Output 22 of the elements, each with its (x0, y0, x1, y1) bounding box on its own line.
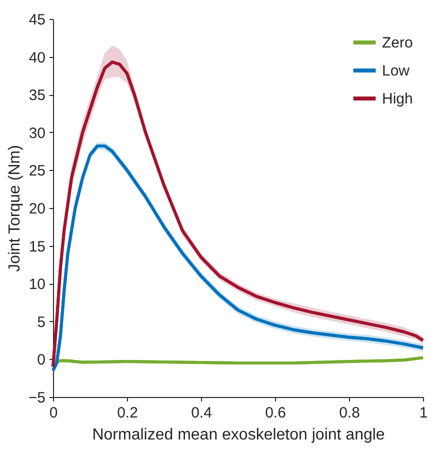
y-tick-label: 40 (28, 49, 46, 66)
y-tick-label: 5 (37, 314, 46, 331)
legend-label: Zero (382, 34, 413, 52)
y-tick-label: −5 (28, 390, 46, 406)
y-tick-label: 10 (28, 276, 46, 294)
x-tick-label: 0.4 (191, 404, 212, 422)
x-tick-label: 0.2 (117, 404, 138, 422)
legend-label: Low (382, 62, 410, 80)
y-tick-label: 45 (28, 12, 46, 28)
x-tick-label: 0.8 (339, 404, 360, 422)
y-tick-label: 25 (28, 162, 46, 180)
x-tick-label: 0.6 (265, 404, 286, 422)
y-axis-title: Joint Torque (Nm) (6, 145, 24, 272)
legend-label: High (382, 90, 413, 108)
x-axis-title: Normalized mean exoskeleton joint angle (92, 426, 385, 444)
x-tick-label: 0 (49, 404, 58, 422)
x-tick-label: 1 (419, 404, 428, 422)
y-tick-label: 0 (37, 352, 46, 369)
y-tick-label: 30 (28, 124, 46, 142)
y-tick-label: 20 (28, 200, 46, 218)
y-tick-label: 35 (28, 87, 46, 104)
y-tick-label: 15 (28, 238, 46, 256)
